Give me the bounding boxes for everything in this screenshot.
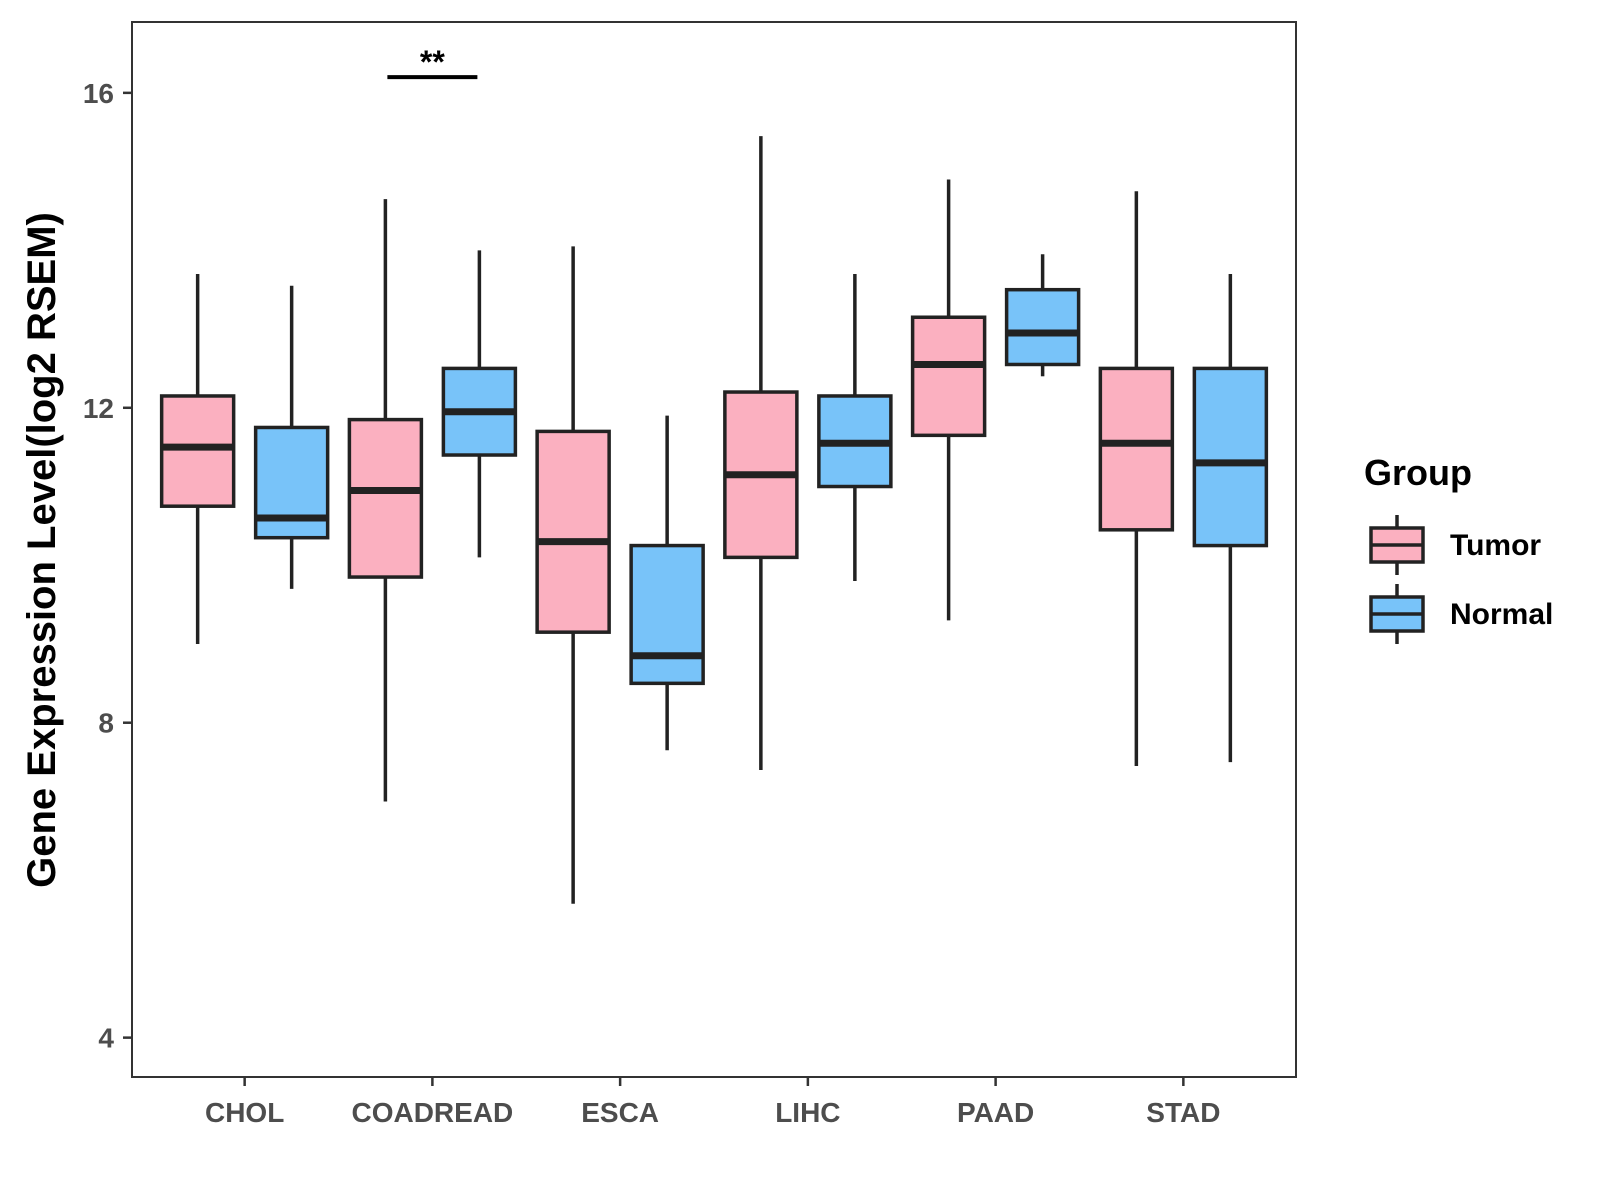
box-body [629,543,705,686]
legend-entry-normal: Normal [1369,584,1553,644]
y-tick-label: 8 [98,708,114,739]
box-normal-stad [1192,273,1269,763]
y-tick-label: 4 [98,1023,114,1054]
box-body [1192,366,1269,548]
legend-label: Normal [1450,598,1553,631]
y-tick-label: 16 [83,78,114,109]
plot-panel-border [131,21,1297,1078]
x-tick-label: COADREAD [351,1097,513,1128]
y-tick-label: 12 [83,393,114,424]
y-axis-label: Gene Expression Level(log2 RSEM) [20,212,64,888]
box-tumor-paad [910,179,987,621]
x-axis: CHOL COADREAD ESCA LIHC PAAD STAD [205,1077,1220,1128]
box-normal-esca [629,415,705,751]
box-body [1098,366,1175,532]
significance-label: ** [420,44,445,80]
legend-entry-tumor: Tumor [1369,515,1541,575]
legend: Group Tumor Normal [1364,452,1553,644]
box-normal-lihc [817,273,893,581]
box-tumor-coadread [347,199,424,802]
legend-label: Tumor [1450,529,1541,562]
box-normal-paad [1004,254,1081,377]
box-tumor-lihc [723,136,799,770]
box-tumor-esca [535,246,611,904]
box-body [535,429,611,634]
box-normal-coadread [441,250,518,558]
y-axis: 4 8 12 16 [83,78,132,1054]
x-tick-label: PAAD [957,1097,1034,1128]
x-tick-label: LIHC [775,1097,840,1128]
box-body [347,417,424,579]
x-tick-label: STAD [1146,1097,1220,1128]
box-tumor-stad [1098,191,1175,767]
x-tick-label: ESCA [581,1097,659,1128]
plot-layer: ** [159,44,1269,904]
x-tick-label: CHOL [205,1097,284,1128]
legend-title: Group [1364,452,1472,493]
box-body [910,315,987,438]
box-normal-chol [253,285,330,589]
box-body [1004,287,1081,367]
box-tumor-chol [159,273,236,644]
box-body [159,394,236,508]
